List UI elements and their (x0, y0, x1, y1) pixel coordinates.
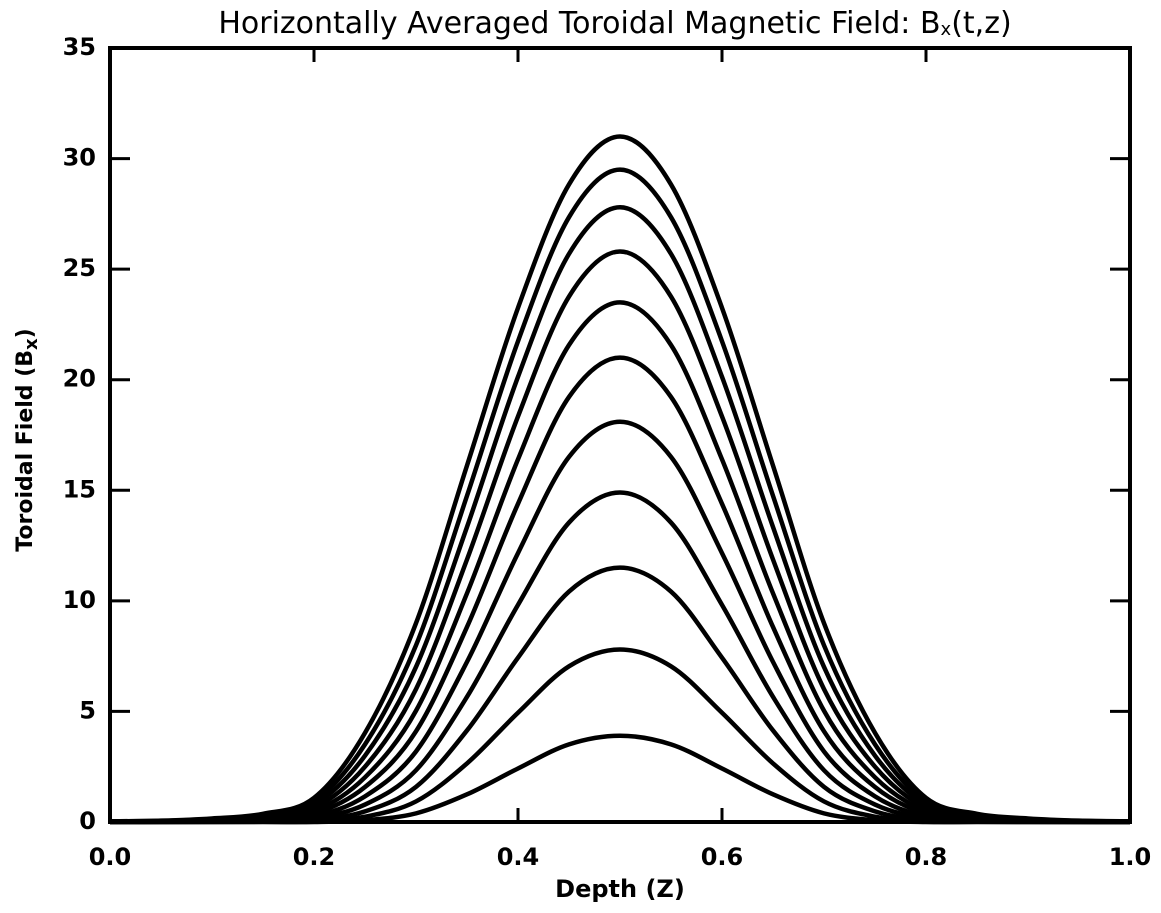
series-line (109, 167, 1131, 824)
y-tick-label: 30 (63, 144, 96, 172)
y-axis-label: Toroidal Field (Bx) (13, 328, 42, 551)
x-axis-label: Depth (Z) (555, 875, 685, 903)
series-line (109, 249, 1131, 824)
y-tick-label: 5 (79, 696, 96, 724)
x-tick-label: 0.8 (905, 843, 948, 871)
series-line (109, 300, 1131, 825)
x-tick-label: 0.4 (497, 843, 540, 871)
y-tick-label: 10 (63, 586, 96, 614)
series-line (109, 490, 1131, 825)
y-tick-label: 15 (63, 475, 96, 503)
series-line (109, 134, 1131, 824)
y-tick-label: 35 (63, 33, 96, 61)
chart-title: Horizontally Averaged Toroidal Magnetic … (218, 6, 1011, 41)
x-tick-label: 0.0 (89, 843, 132, 871)
series-line (109, 733, 1130, 825)
plot-frame (108, 46, 1132, 824)
series-line (109, 355, 1131, 825)
series-line (109, 419, 1131, 825)
y-tick-label: 20 (63, 365, 96, 393)
series-line (109, 204, 1131, 824)
series-line (109, 565, 1131, 825)
y-tick-label: 25 (63, 254, 96, 282)
x-tick-label: 0.2 (293, 843, 336, 871)
x-tick-label: 1.0 (1109, 843, 1152, 871)
y-tick-label: 0 (79, 807, 96, 835)
x-tick-label: 0.6 (701, 843, 744, 871)
